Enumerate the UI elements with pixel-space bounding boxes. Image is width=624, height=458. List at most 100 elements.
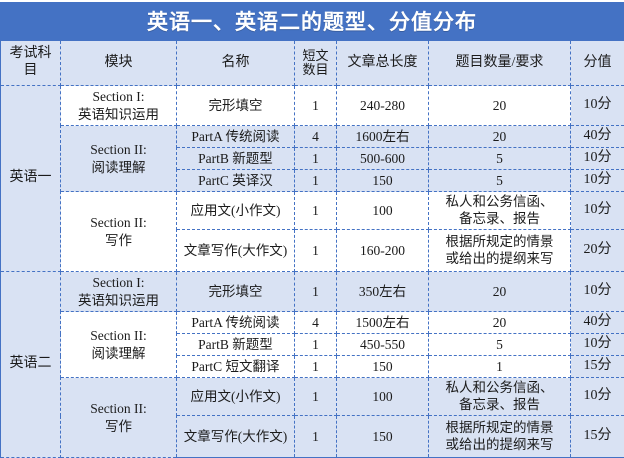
cell-name: PartB 新题型 (177, 148, 295, 170)
module-cell-1-0: Section I: 英语知识运用 (61, 272, 177, 312)
cell-count: 1 (295, 416, 337, 458)
cell-length: 100 (337, 378, 429, 416)
cell-length: 1600左右 (337, 126, 429, 148)
cell-score: 10分 (571, 192, 624, 230)
table-row: Section II: 阅读理解 PartA 传统阅读 4 1600左右 20 … (1, 126, 624, 148)
cell-name: 应用文(小作文) (177, 192, 295, 230)
cell-name: PartB 新题型 (177, 334, 295, 356)
cell-score: 15分 (571, 416, 624, 458)
cell-score: 10分 (571, 378, 624, 416)
cell-name: 文章写作(大作文) (177, 416, 295, 458)
requirement-line1: 私人和公务信函、 (446, 194, 554, 209)
cell-requirement: 20 (429, 312, 571, 334)
cell-requirement: 根据所规定的情景 或给出的提纲来写 (429, 416, 571, 458)
table-row: Section II: 写作 应用文(小作文) 1 100 私人和公务信函、 备… (1, 192, 624, 230)
column-header-module: 模块 (61, 41, 177, 86)
cell-count: 1 (295, 378, 337, 416)
cell-score: 20分 (571, 230, 624, 272)
cell-name: PartA 传统阅读 (177, 126, 295, 148)
cell-requirement: 5 (429, 334, 571, 356)
cell-score: 10分 (571, 272, 624, 312)
page-root: 游来 英语一、英语二的题型、分值分布 考试科目 模块 名称 短文数目 文章总长度… (0, 0, 624, 428)
cell-requirement: 20 (429, 126, 571, 148)
module-line2: 阅读理解 (92, 160, 146, 175)
table-row: Section II: 阅读理解 PartA 传统阅读 4 1500左右 20 … (1, 312, 624, 334)
column-header-passage-count: 短文数目 (295, 41, 337, 86)
module-cell-1-2: Section II: 写作 (61, 378, 177, 458)
module-line2: 英语知识运用 (78, 107, 159, 122)
requirement-line2: 或给出的提纲来写 (446, 251, 554, 266)
cell-name: PartC 英译汉 (177, 170, 295, 192)
table-row: 英语一 Section I: 英语知识运用 完形填空 1 240-280 20 … (1, 86, 624, 126)
table-wrapper: 考试科目 模块 名称 短文数目 文章总长度 题目数量/要求 分值 英语一 Sec… (0, 40, 624, 458)
cell-count: 1 (295, 272, 337, 312)
cell-length: 150 (337, 416, 429, 458)
cell-length: 150 (337, 356, 429, 378)
cell-requirement: 根据所规定的情景 或给出的提纲来写 (429, 230, 571, 272)
cell-count: 1 (295, 170, 337, 192)
requirement-line1: 根据所规定的情景 (446, 234, 554, 249)
cell-count: 1 (295, 86, 337, 126)
requirement-line2: 备忘录、报告 (459, 397, 540, 412)
cell-length: 150 (337, 170, 429, 192)
requirement-line1: 根据所规定的情景 (446, 420, 554, 435)
cell-name: 文章写作(大作文) (177, 230, 295, 272)
page-title: 英语一、英语二的题型、分值分布 (147, 6, 477, 36)
cell-name: 应用文(小作文) (177, 378, 295, 416)
cell-count: 4 (295, 312, 337, 334)
module-line1: Section I: (92, 275, 144, 290)
cell-length: 500-600 (337, 148, 429, 170)
column-header-total-length: 文章总长度 (337, 41, 429, 86)
subject-cell-1: 英语二 (1, 272, 61, 458)
module-line1: Section II: (90, 328, 147, 343)
cell-length: 100 (337, 192, 429, 230)
module-cell-0-2: Section II: 写作 (61, 192, 177, 272)
cell-name: 完形填空 (177, 86, 295, 126)
requirement-line1: 私人和公务信函、 (446, 380, 554, 395)
module-line1: Section II: (90, 142, 147, 157)
cell-score: 40分 (571, 126, 624, 148)
cell-count: 4 (295, 126, 337, 148)
requirement-line2: 或给出的提纲来写 (446, 437, 554, 452)
cell-score: 10分 (571, 86, 624, 126)
column-header-score: 分值 (571, 41, 624, 86)
column-header-subject: 考试科目 (1, 41, 61, 86)
module-line2: 阅读理解 (92, 346, 146, 361)
cell-score: 15分 (571, 356, 624, 378)
cell-score: 10分 (571, 334, 624, 356)
requirement-line2: 备忘录、报告 (459, 211, 540, 226)
cell-count: 1 (295, 192, 337, 230)
cell-length: 1500左右 (337, 312, 429, 334)
module-line1: Section II: (90, 401, 147, 416)
module-line1: Section II: (90, 215, 147, 230)
cell-name: PartC 短文翻译 (177, 356, 295, 378)
column-header-requirement: 题目数量/要求 (429, 41, 571, 86)
cell-count: 1 (295, 148, 337, 170)
module-line1: Section I: (92, 89, 144, 104)
cell-name: 完形填空 (177, 272, 295, 312)
cell-requirement: 5 (429, 170, 571, 192)
cell-name: PartA 传统阅读 (177, 312, 295, 334)
cell-score: 10分 (571, 148, 624, 170)
cell-requirement: 私人和公务信函、 备忘录、报告 (429, 192, 571, 230)
cell-score: 10分 (571, 170, 624, 192)
module-line2: 英语知识运用 (78, 293, 159, 308)
table-row: 英语二 Section I: 英语知识运用 完形填空 1 350左右 20 10… (1, 272, 624, 312)
table-header-row: 考试科目 模块 名称 短文数目 文章总长度 题目数量/要求 分值 (1, 41, 624, 86)
cell-length: 450-550 (337, 334, 429, 356)
module-cell-0-0: Section I: 英语知识运用 (61, 86, 177, 126)
cell-requirement: 20 (429, 86, 571, 126)
module-cell-1-1: Section II: 阅读理解 (61, 312, 177, 378)
column-header-name: 名称 (177, 41, 295, 86)
module-line2: 写作 (105, 419, 132, 434)
exam-distribution-table: 考试科目 模块 名称 短文数目 文章总长度 题目数量/要求 分值 英语一 Sec… (0, 40, 624, 458)
page-title-bar: 英语一、英语二的题型、分值分布 (0, 0, 624, 40)
cell-length: 240-280 (337, 86, 429, 126)
cell-requirement: 5 (429, 148, 571, 170)
cell-score: 40分 (571, 312, 624, 334)
cell-length: 160-200 (337, 230, 429, 272)
subject-cell-0: 英语一 (1, 86, 61, 272)
module-cell-0-1: Section II: 阅读理解 (61, 126, 177, 192)
cell-count: 1 (295, 334, 337, 356)
cell-requirement: 1 (429, 356, 571, 378)
